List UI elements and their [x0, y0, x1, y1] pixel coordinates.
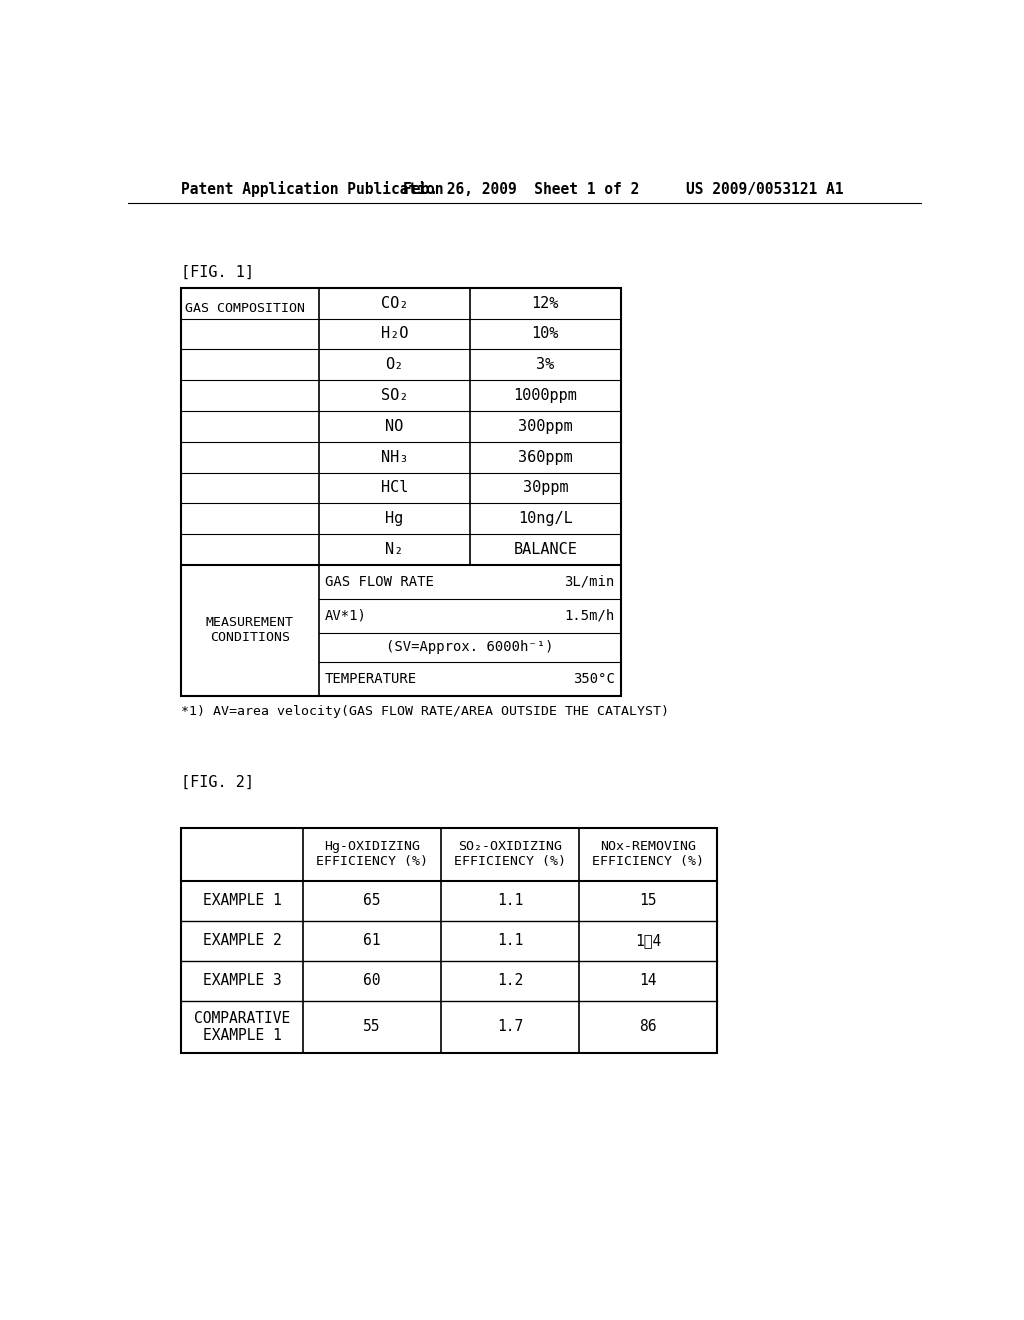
Text: 86: 86 — [639, 1019, 656, 1035]
Text: TEMPERATURE: TEMPERATURE — [325, 672, 417, 686]
Text: 60: 60 — [364, 973, 381, 989]
Text: 3L/min: 3L/min — [564, 576, 614, 589]
Text: GAS FLOW RATE: GAS FLOW RATE — [325, 576, 434, 589]
Text: *1) AV=area velocity(GAS FLOW RATE/AREA OUTSIDE THE CATALYST): *1) AV=area velocity(GAS FLOW RATE/AREA … — [180, 705, 669, 718]
Text: 1.2: 1.2 — [497, 973, 523, 989]
Text: [FIG. 2]: [FIG. 2] — [180, 775, 254, 789]
Text: 10%: 10% — [531, 326, 559, 342]
Text: NH₃: NH₃ — [381, 450, 408, 465]
Text: SO₂: SO₂ — [381, 388, 408, 403]
Text: [FIG. 1]: [FIG. 1] — [180, 265, 254, 280]
Text: 1.7: 1.7 — [497, 1019, 523, 1035]
Text: Hg: Hg — [385, 511, 403, 527]
Text: NOx-REMOVING
EFFICIENCY (%): NOx-REMOVING EFFICIENCY (%) — [592, 841, 705, 869]
Text: NO: NO — [385, 418, 403, 434]
Text: CO₂: CO₂ — [381, 296, 408, 310]
Text: 350°C: 350°C — [572, 672, 614, 686]
Text: 1000ppm: 1000ppm — [513, 388, 578, 403]
Text: EXAMPLE 1: EXAMPLE 1 — [203, 894, 282, 908]
Text: GAS COMPOSITION: GAS COMPOSITION — [185, 302, 305, 314]
Text: 1.5m/h: 1.5m/h — [564, 609, 614, 623]
Text: 15: 15 — [639, 894, 656, 908]
Text: SO₂-OXIDIZING
EFFICIENCY (%): SO₂-OXIDIZING EFFICIENCY (%) — [454, 841, 566, 869]
Text: COMPARATIVE
EXAMPLE 1: COMPARATIVE EXAMPLE 1 — [194, 1011, 290, 1043]
Text: HCl: HCl — [381, 480, 408, 495]
Text: 14: 14 — [639, 973, 656, 989]
Text: 360ppm: 360ppm — [518, 450, 572, 465]
Text: EXAMPLE 2: EXAMPLE 2 — [203, 933, 282, 948]
Text: MEASUREMENT
CONDITIONS: MEASUREMENT CONDITIONS — [206, 616, 294, 644]
Text: Hg-OXIDIZING
EFFICIENCY (%): Hg-OXIDIZING EFFICIENCY (%) — [316, 841, 428, 869]
Text: 1.1: 1.1 — [497, 894, 523, 908]
Bar — [180, 288, 621, 696]
Text: N₂: N₂ — [385, 543, 403, 557]
Text: 300ppm: 300ppm — [518, 418, 572, 434]
Text: 3%: 3% — [537, 358, 554, 372]
Text: 55: 55 — [364, 1019, 381, 1035]
Text: US 2009/0053121 A1: US 2009/0053121 A1 — [686, 182, 844, 197]
Text: Patent Application Publication: Patent Application Publication — [180, 181, 443, 197]
Text: EXAMPLE 3: EXAMPLE 3 — [203, 973, 282, 989]
Text: AV*1): AV*1) — [325, 609, 367, 623]
Text: (SV=Approx. 6000h⁻¹): (SV=Approx. 6000h⁻¹) — [386, 640, 554, 655]
Text: O₂: O₂ — [385, 358, 403, 372]
Text: 1͞4: 1͞4 — [635, 933, 662, 948]
Text: 1.1: 1.1 — [497, 933, 523, 948]
Text: 65: 65 — [364, 894, 381, 908]
Text: Feb. 26, 2009  Sheet 1 of 2: Feb. 26, 2009 Sheet 1 of 2 — [403, 182, 639, 197]
Text: 30ppm: 30ppm — [522, 480, 568, 495]
Text: 61: 61 — [364, 933, 381, 948]
Bar — [180, 829, 717, 1053]
Text: 12%: 12% — [531, 296, 559, 310]
Text: BALANCE: BALANCE — [513, 543, 578, 557]
Text: H₂O: H₂O — [381, 326, 408, 342]
Text: 10ng/L: 10ng/L — [518, 511, 572, 527]
